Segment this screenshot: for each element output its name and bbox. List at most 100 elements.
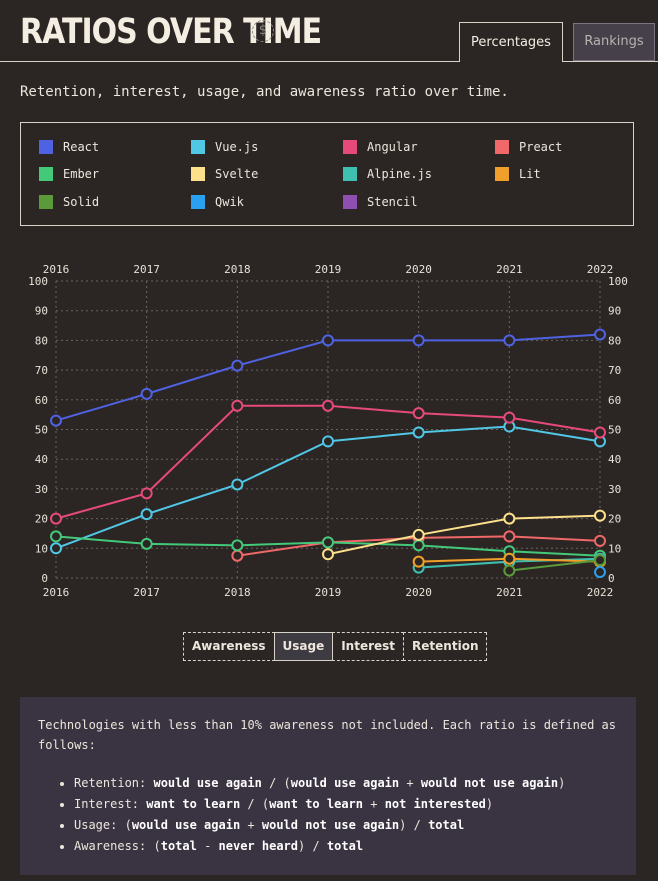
legend-swatch (191, 167, 205, 181)
metric-switcher: Awareness Usage Interest Retention (183, 632, 488, 661)
data-point-svelte (322, 548, 334, 561)
legend-label: Ember (63, 167, 100, 181)
legend-swatch (39, 167, 53, 181)
y-tick-label-right: 90 (608, 305, 621, 318)
dollar-icon[interactable]: $ (252, 20, 274, 42)
y-tick-label-left: 70 (35, 364, 48, 377)
y-tick-label-left: 20 (35, 513, 48, 526)
legend-label: Preact (519, 140, 563, 154)
data-point-lit (503, 552, 516, 565)
usage-button[interactable]: Usage (273, 632, 334, 661)
y-tick-label-left: 80 (35, 334, 48, 347)
retention-button[interactable]: Retention (403, 632, 488, 661)
data-point-lit (412, 555, 425, 568)
definition-item: Interest: want to learn / (want to learn… (74, 794, 618, 815)
formula-operator: / ( (261, 776, 291, 790)
y-tick-label-left: 0 (41, 572, 48, 585)
tab-percentages[interactable]: Percentages (459, 22, 563, 62)
legend-swatch (495, 167, 509, 181)
x-tick-label-bottom: 2017 (133, 586, 160, 599)
data-point-angular (322, 399, 334, 412)
legend-label: Alpine.js (367, 167, 433, 181)
x-tick-label-top: 2021 (496, 263, 523, 276)
formula-operator: - (196, 839, 219, 853)
definition-name: Retention: (74, 776, 154, 790)
x-tick-label-top: 2020 (405, 263, 432, 276)
tab-rankings[interactable]: Rankings (573, 23, 655, 61)
formula-operator: ( (153, 839, 161, 853)
formula-term: total (326, 839, 364, 853)
y-tick-label-right: 50 (608, 424, 621, 437)
legend-label: Svelte (215, 167, 259, 181)
y-tick-label-left: 40 (35, 453, 48, 466)
data-point-svelte (594, 509, 606, 522)
data-point-ember (412, 539, 425, 552)
legend-swatch (343, 167, 357, 181)
data-point-angular (140, 487, 153, 500)
series-line-svelte (327, 514, 601, 556)
data-point-angular (231, 399, 244, 412)
y-tick-label-right: 20 (608, 513, 621, 526)
data-point-svelte (412, 528, 425, 541)
legend-label: Angular (367, 140, 418, 154)
y-tick-label-right: 80 (608, 334, 621, 347)
y-tick-label-left: 60 (35, 394, 48, 407)
y-tick-label-left: 30 (35, 483, 48, 496)
interest-button[interactable]: Interest (332, 632, 405, 661)
legend-label: Vue.js (215, 140, 259, 154)
data-point-svelte (503, 512, 516, 525)
data-point-vue-js (322, 435, 334, 448)
definitions-list: Retention: would use again / (would use … (38, 773, 618, 857)
legend-swatch (191, 195, 205, 209)
legend-swatch (343, 195, 357, 209)
data-point-react (50, 414, 62, 427)
data-point-ember (231, 539, 244, 552)
data-point-react (140, 387, 153, 400)
data-point-preact (231, 549, 244, 562)
data-point-ember (140, 537, 153, 550)
y-tick-label-left: 90 (35, 305, 48, 318)
y-tick-label-left: 100 (28, 275, 48, 288)
x-tick-label-bottom: 2016 (43, 586, 70, 599)
legend-swatch (343, 140, 357, 154)
formula-term: total (160, 839, 197, 853)
formula-term: would use again (153, 776, 262, 790)
legend-label: React (63, 140, 100, 154)
y-tick-label-right: 30 (608, 483, 621, 496)
data-point-solid (594, 554, 606, 567)
data-point-react (412, 334, 425, 347)
formula-term: would use again (290, 776, 400, 790)
series-line-solid (509, 559, 601, 572)
data-point-angular (412, 407, 425, 420)
ratio-definitions-note: Technologies with less than 10% awarenes… (20, 697, 636, 875)
formula-operator: + (363, 797, 385, 811)
x-tick-label-bottom: 2021 (496, 586, 523, 599)
data-point-react (231, 359, 244, 372)
data-point-vue-js (231, 478, 244, 491)
formula-operator: / ( (240, 797, 270, 811)
x-tick-label-top: 2022 (587, 263, 614, 276)
awareness-button[interactable]: Awareness (183, 632, 275, 661)
legend-label: Stencil (367, 195, 418, 209)
x-tick-label-bottom: 2020 (405, 586, 432, 599)
x-tick-label-top: 2018 (224, 263, 251, 276)
data-point-vue-js (412, 426, 425, 439)
y-tick-label-left: 50 (35, 424, 48, 437)
data-point-ember (322, 536, 334, 549)
chart-description: Retention, interest, usage, and awarenes… (20, 84, 509, 100)
data-point-preact (594, 534, 606, 547)
legend-swatch (495, 140, 509, 154)
page-title: RATIOS OVER TIME (20, 12, 322, 53)
definition-item: Awareness: (total - never heard) / total (74, 836, 618, 857)
legend-label: Lit (519, 167, 541, 181)
formula-term: would use again (131, 818, 241, 832)
y-tick-label-left: 10 (35, 542, 48, 555)
formula-term: total (428, 818, 465, 832)
definition-name: Awareness: (74, 839, 154, 853)
formula-term: not interested (384, 797, 486, 811)
data-point-vue-js (140, 508, 153, 521)
legend-swatch (39, 195, 53, 209)
x-tick-label-top: 2016 (43, 263, 70, 276)
data-point-solid (503, 564, 516, 577)
